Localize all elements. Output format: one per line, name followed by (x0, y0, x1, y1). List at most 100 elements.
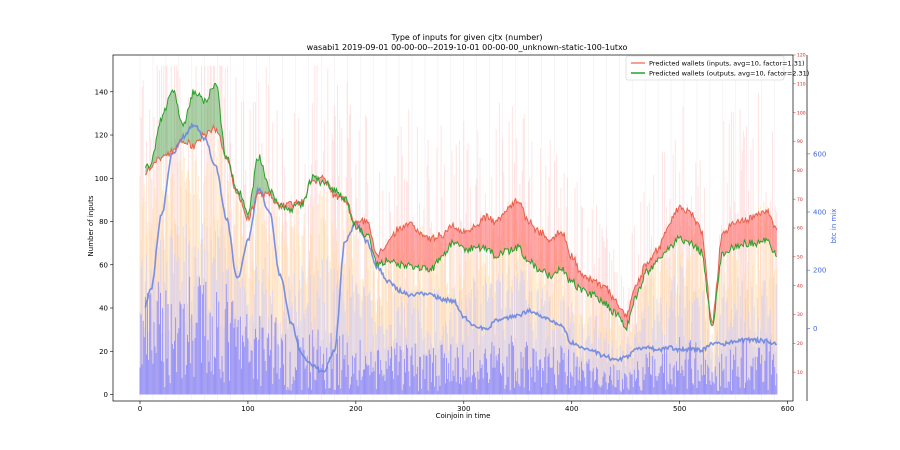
bar-dark (587, 363, 589, 395)
bar-light (515, 338, 517, 395)
bar-light (316, 290, 318, 395)
bar-dark (169, 383, 171, 395)
bar-light (751, 287, 753, 395)
bar-yellow (283, 225, 285, 395)
bar-light (321, 259, 323, 395)
bar-dark (461, 384, 463, 395)
fill-inputs-above (733, 224, 735, 251)
bar-light (638, 343, 640, 395)
bar-dark (201, 362, 202, 395)
bar-dark (612, 384, 614, 395)
bar-dark (311, 389, 313, 395)
fill-inputs-above (687, 208, 689, 242)
bar-dark (562, 359, 564, 395)
bar-light (696, 297, 698, 395)
fill-outputs-above (205, 100, 207, 138)
bar-dark (735, 346, 737, 395)
fill-inputs-above (698, 222, 700, 254)
x-tick-label: 200 (349, 405, 362, 413)
bar-dark (487, 372, 489, 395)
bar-pink (318, 193, 320, 395)
bar-yellow (471, 226, 473, 395)
bar-pink (324, 121, 326, 395)
bar-dark (265, 370, 267, 395)
bar-dark (563, 352, 565, 395)
bar-yellow (220, 135, 222, 395)
bar-light (215, 230, 217, 395)
bar-pink (708, 285, 710, 395)
bar-pink (741, 151, 743, 395)
bar-light (732, 326, 734, 395)
bar-light (509, 309, 511, 395)
fill-outputs-above (161, 114, 163, 158)
bar-dark (640, 390, 642, 395)
bar-pink (748, 190, 750, 395)
bar-light (630, 346, 632, 395)
bar-yellow (142, 197, 144, 395)
bar-dark (605, 382, 607, 395)
bar-dark (590, 387, 592, 395)
bar-dark (599, 386, 601, 395)
bar-dark (400, 350, 402, 395)
fill-inputs-above (518, 202, 520, 247)
bar-yellow (733, 242, 735, 395)
bar-light (447, 333, 449, 395)
bar-dark (389, 358, 391, 395)
fill-outputs-above (265, 178, 267, 194)
bar-dark (437, 390, 439, 395)
bar-pink (477, 131, 479, 395)
bar-dark (609, 375, 610, 395)
bar-light (414, 291, 416, 395)
y1-right-tick-label: 20 (797, 341, 803, 347)
fill-outputs-above (164, 108, 166, 156)
bar-light (240, 342, 242, 395)
bar-pink (467, 143, 469, 395)
bar-dark (395, 354, 397, 395)
bar-dark (425, 355, 427, 395)
bar-dark (534, 382, 536, 395)
bar-dark (419, 356, 421, 395)
bar-dark (593, 381, 595, 395)
bar-yellow (259, 207, 261, 395)
y-tick-label: 20 (99, 348, 108, 356)
bar-pink (252, 101, 254, 395)
bar-dark (228, 342, 229, 395)
bar-light (342, 273, 344, 395)
bar-light (569, 328, 571, 395)
bar-light (706, 353, 708, 395)
bar-dark (659, 366, 661, 395)
bar-light (677, 284, 678, 395)
bar-light (492, 297, 494, 395)
fill-inputs-above (527, 219, 529, 262)
bar-pink (229, 130, 231, 395)
bar-dark (462, 344, 464, 395)
bar-dark (328, 388, 330, 395)
bar-pink (304, 163, 306, 395)
bar-light (745, 298, 746, 395)
bar-yellow (535, 260, 537, 395)
bar-light (642, 318, 644, 395)
bar-dark (450, 344, 452, 395)
bar-dark (543, 370, 545, 395)
bar-dark (471, 375, 473, 395)
bar-light (320, 340, 322, 395)
bar-dark (542, 368, 544, 395)
bar-pink (604, 247, 606, 395)
bar-yellow (479, 231, 481, 395)
fill-inputs-above (754, 214, 756, 244)
fill-inputs-above (682, 207, 684, 244)
bar-light (606, 362, 608, 395)
fill-inputs-above (489, 216, 491, 254)
fill-inputs-above (547, 239, 550, 279)
bar-pink (184, 182, 186, 395)
bar-light (424, 337, 426, 395)
bar-dark (691, 368, 693, 395)
bar-yellow (296, 207, 297, 395)
bar-light (508, 266, 510, 395)
fill-outputs-above (201, 96, 203, 139)
bar-yellow (257, 186, 259, 395)
bar-dark (525, 341, 527, 395)
bar-light (219, 247, 221, 395)
bar-light (194, 246, 196, 395)
bar-dark (697, 369, 699, 395)
